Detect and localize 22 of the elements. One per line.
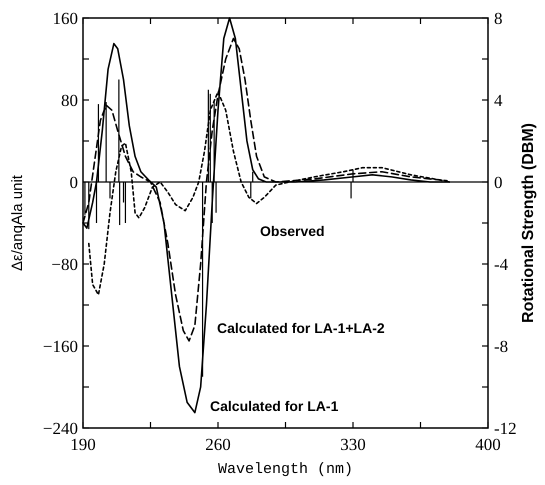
y-axis-title: Δε/anqAla unit	[9, 174, 26, 271]
x-axis-title: Wavelength (nm)	[218, 461, 354, 478]
y2-tick-label: 4	[494, 91, 503, 110]
annotation: Observed	[260, 223, 325, 239]
y2-tick-label: -12	[494, 419, 517, 438]
y2-tick-label: 0	[494, 173, 502, 192]
y-tick-label: 160	[52, 9, 78, 28]
y2-axis-title: Rotational Strength (DBM)	[520, 123, 537, 323]
x-tick-label: 400	[475, 435, 501, 454]
y2-tick-label: -4	[494, 255, 509, 274]
y-tick-label: −80	[51, 255, 78, 274]
annotation: Calculated for LA-1	[210, 398, 339, 414]
y2-tick-label: 8	[494, 9, 502, 28]
annotation: Calculated for LA-1+LA-2	[217, 320, 385, 336]
y-tick-label: 0	[70, 173, 78, 192]
y-tick-label: 80	[61, 91, 78, 110]
x-tick-label: 190	[70, 435, 96, 454]
x-tick-label: 330	[340, 435, 366, 454]
y2-tick-label: -8	[494, 337, 508, 356]
x-tick-label: 260	[205, 435, 231, 454]
y-tick-label: −240	[42, 419, 78, 438]
y-tick-label: −160	[42, 337, 78, 356]
